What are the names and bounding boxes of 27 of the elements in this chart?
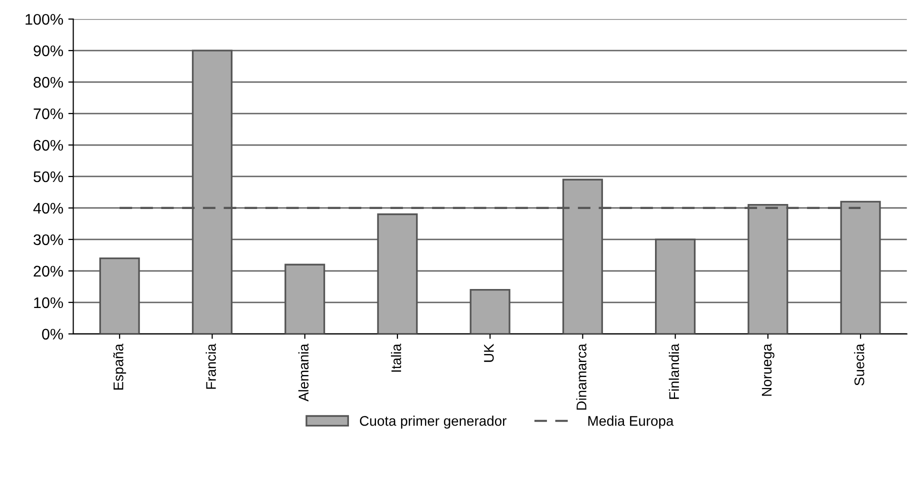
- legend-label: Cuota primer generador: [360, 416, 506, 429]
- y-tick-label: 70%: [34, 108, 64, 120]
- x-tick-label: Italia: [390, 344, 402, 372]
- bar: [99, 258, 140, 334]
- y-tick-label: 30%: [34, 234, 64, 246]
- x-tick-label: Suecia: [854, 344, 864, 386]
- y-tick-label: 60%: [34, 140, 64, 151]
- x-tick-label: Dinamarca: [576, 344, 586, 410]
- y-tick-label: 20%: [34, 266, 64, 277]
- y-tick-label: 10%: [34, 297, 64, 308]
- bar: [377, 213, 418, 334]
- y-tick-label: 80%: [34, 76, 64, 88]
- x-tick-label: UK: [484, 344, 494, 362]
- y-tick-label: 0%: [42, 328, 64, 340]
- x-tick-label: Noruega: [762, 344, 774, 396]
- y-tick-label: 50%: [34, 171, 64, 182]
- y-tick-label: 40%: [33, 202, 64, 214]
- x-tick-label: Francia: [206, 344, 216, 389]
- x-tick-label: Finlandia: [668, 344, 680, 399]
- bar: [655, 238, 696, 334]
- y-tick-label: 90%: [34, 45, 64, 56]
- x-tick-label: Alemania: [298, 344, 309, 402]
- x-tick-label: España: [113, 344, 126, 390]
- legend-label: Media Europa: [588, 416, 674, 429]
- bar: [284, 264, 326, 334]
- bar: [470, 288, 510, 334]
- y-tick-label: 100%: [26, 14, 64, 25]
